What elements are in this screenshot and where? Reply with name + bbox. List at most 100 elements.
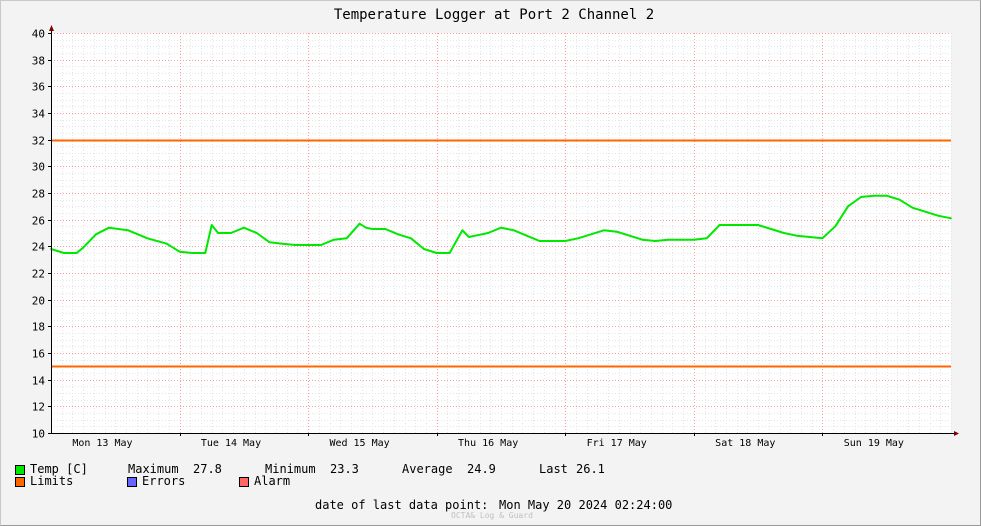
legend-maximum-label: Maximum [128, 462, 179, 476]
temp-data-point [435, 252, 438, 254]
temp-data-point [217, 232, 220, 234]
y-tick-label: 10 [32, 428, 45, 441]
x-tick-label: Thu 16 May [458, 438, 518, 449]
temp-data-point [95, 233, 97, 236]
temp-data-point [731, 224, 734, 226]
y-tick-label: 34 [32, 108, 46, 121]
temp-data-point [615, 230, 618, 233]
legend-limits-label: Limits [30, 474, 74, 488]
temp-data-point [577, 237, 579, 240]
temp-data-point [680, 238, 682, 241]
temp-data-point [950, 217, 952, 220]
temp-data-point [783, 232, 785, 234]
axes [49, 25, 959, 436]
x-tick-label: Sat 18 May [715, 438, 775, 449]
y-tick-label: 12 [32, 401, 45, 414]
temp-data-point [333, 238, 335, 241]
temp-data-point [770, 228, 772, 230]
temp-series [50, 194, 952, 254]
temp-data-point [365, 226, 367, 229]
temp-data-point [847, 205, 849, 208]
temp-data-point [628, 234, 631, 237]
y-tick-label: 32 [32, 135, 45, 148]
temp-data-point [924, 210, 927, 213]
legend-last-label: Last [539, 462, 568, 476]
temp-data-point [590, 233, 592, 236]
temp-data-point [667, 238, 669, 241]
last-data-point-value: Mon May 20 2024 02:24:00 [499, 498, 673, 512]
temp-data-point [500, 226, 502, 229]
temp-data-point [146, 237, 149, 240]
y-tick-label: 20 [32, 295, 45, 308]
y-tick-label: 26 [32, 215, 45, 228]
temp-data-point [397, 233, 399, 236]
temp-data-point [410, 237, 412, 240]
minor-grid [51, 33, 952, 434]
temp-data-point [243, 226, 245, 229]
temp-data-point [307, 244, 309, 246]
y-tick-label: 22 [32, 268, 45, 281]
temp-data-point [641, 238, 644, 241]
temp-swatch [15, 465, 25, 475]
temp-data-point [808, 236, 811, 238]
temp-data-point [320, 244, 322, 246]
legend-minimum-label: Minimum [265, 462, 316, 476]
x-tick-label: Wed 15 May [329, 438, 389, 449]
temp-data-point [860, 196, 862, 198]
temp-data-point [204, 252, 207, 254]
temp-data-point [911, 206, 914, 209]
temp-data-point [358, 222, 361, 225]
legend-temp-label: Temp [C] [30, 462, 88, 476]
temp-data-point [384, 228, 387, 230]
temp-data-point [461, 229, 464, 232]
temp-data-point [371, 228, 374, 230]
temp-data-point [165, 242, 168, 245]
temp-data-point [255, 232, 258, 234]
errors-swatch [127, 477, 137, 487]
temp-data-point [63, 252, 65, 254]
legend-average-label: Average [402, 462, 453, 476]
legend-last-value: 26.1 [576, 462, 605, 476]
temp-data-point [82, 246, 84, 249]
credit-watermark: OCTA& Log & Guard [451, 511, 533, 520]
temp-data-point [654, 240, 657, 242]
temp-data-point [834, 225, 837, 228]
x-axis-ticks: Mon 13 May Tue 14 May Wed 15 May Thu 16 May… [72, 433, 904, 449]
temp-data-point [210, 224, 213, 226]
x-tick-label: Fri 17 May [587, 438, 647, 449]
legend-average-value: 24.9 [467, 462, 496, 476]
x-tick-label: Mon 13 May [72, 438, 132, 449]
y-tick-label: 38 [32, 55, 45, 68]
y-tick-label: 28 [32, 188, 45, 201]
temp-data-point [513, 229, 515, 232]
y-axis-ticks: 10 12 14 16 18 20 22 24 26 28 30 32 34 36 38 40 [32, 28, 51, 441]
y-tick-label: 24 [32, 241, 46, 254]
temp-data-point [268, 241, 271, 244]
temp-data-point [75, 252, 78, 254]
y-tick-label: 30 [32, 161, 45, 174]
chart-title: Temperature Logger at Port 2 Channel 2 [334, 7, 654, 23]
temp-data-point [898, 198, 901, 201]
temp-data-point [538, 240, 541, 242]
temp-data-point [178, 250, 181, 253]
y-tick-label: 14 [32, 375, 46, 388]
temp-data-point [525, 234, 528, 237]
temp-data-point [693, 238, 695, 241]
temp-data-point [108, 226, 110, 229]
temp-data-point [757, 224, 759, 226]
y-tick-label: 40 [32, 28, 45, 41]
temp-data-point [718, 224, 721, 226]
temp-data-point [551, 240, 554, 242]
temp-data-point [705, 237, 708, 240]
temp-data-point [474, 234, 477, 237]
temp-data-point [603, 229, 605, 232]
temp-data-point [821, 237, 824, 240]
limit-lines [51, 139, 951, 368]
x-tick-label: Sun 19 May [844, 438, 904, 449]
y-axis-arrow [49, 25, 54, 31]
temp-data-point [345, 237, 348, 240]
temp-data-point [487, 232, 489, 234]
last-data-point-label: date of last data point: [315, 498, 489, 512]
temp-data-point [873, 194, 875, 197]
